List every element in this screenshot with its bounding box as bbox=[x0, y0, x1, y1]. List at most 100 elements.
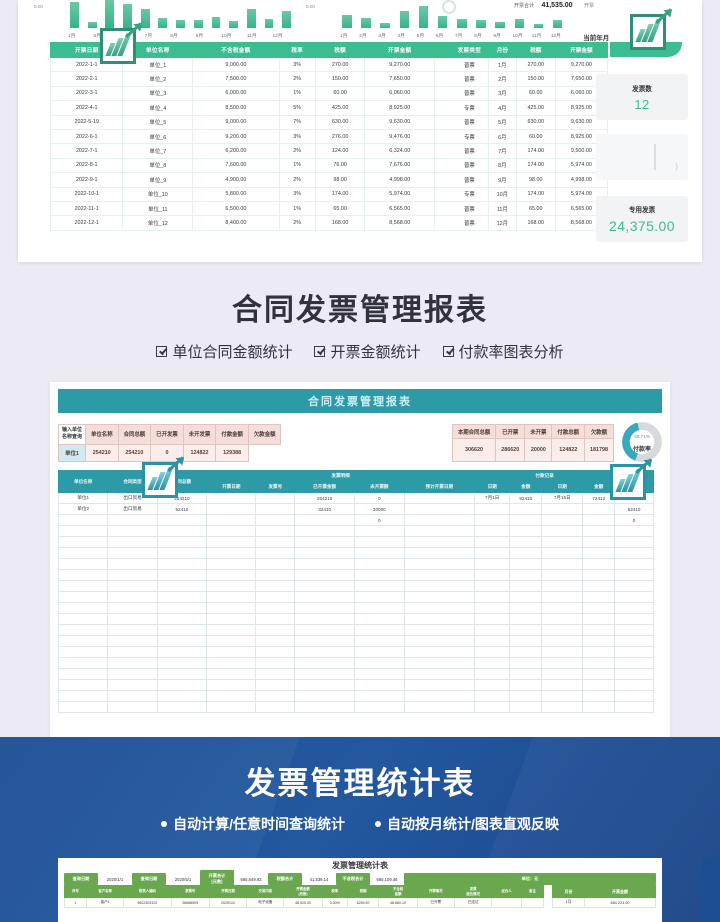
table-cell: 26668509 bbox=[170, 897, 210, 908]
table-cell bbox=[107, 613, 158, 625]
table-cell bbox=[403, 569, 476, 581]
table-cell bbox=[294, 525, 356, 537]
table-cell: 2% bbox=[278, 143, 316, 159]
table-row: 10月 174.00 5,974.00 bbox=[488, 186, 609, 202]
table-cell: 2022-6-1 bbox=[49, 128, 124, 145]
table-cell: 8,568.00 bbox=[554, 215, 609, 231]
table-cell bbox=[294, 624, 356, 636]
table-cell bbox=[474, 591, 511, 603]
table-cell bbox=[107, 624, 158, 636]
table-cell bbox=[156, 646, 208, 658]
table-row: 4月 425.00 8,925.00 bbox=[488, 100, 609, 116]
table-cell bbox=[57, 547, 109, 559]
table-cell: 425.00 bbox=[515, 100, 556, 116]
column-header: 发票号 bbox=[255, 481, 296, 493]
table-cell bbox=[206, 646, 257, 658]
chart-x-tick: 1月 bbox=[68, 34, 76, 39]
table-cell: 7月1日 bbox=[474, 492, 511, 504]
control-button[interactable]: 不含税合计 bbox=[336, 873, 370, 885]
table-cell: 单位_5 bbox=[122, 114, 194, 130]
column-header: 开票金额 bbox=[364, 42, 436, 58]
table-cell: 3% bbox=[278, 186, 316, 202]
table-cell: 9月 bbox=[488, 172, 517, 188]
chart-bar bbox=[552, 19, 563, 28]
table-cell: 98.00 bbox=[515, 172, 556, 188]
table-cell bbox=[294, 547, 356, 559]
table-cell: 32410 bbox=[294, 503, 356, 515]
table-cell bbox=[255, 569, 296, 581]
chart-bar bbox=[495, 22, 505, 28]
control-value: 665,109.46 bbox=[376, 876, 398, 882]
column-header: 本期合同总额 bbox=[451, 424, 497, 439]
table-cell: 254210 bbox=[294, 492, 356, 504]
table-cell bbox=[107, 558, 158, 570]
table-cell bbox=[206, 514, 257, 526]
table-cell: 单位_10 bbox=[122, 186, 194, 202]
chart-x-tick: 8月 bbox=[170, 34, 178, 39]
column-header: 月份 bbox=[488, 42, 517, 58]
table-cell: 普票 bbox=[434, 200, 505, 217]
table-cell bbox=[57, 536, 109, 548]
summary-spacer bbox=[281, 424, 451, 462]
table-row: 2022-3-1 单位_3 6,000.00 1% 60.00 6,060.00 普票 bbox=[49, 85, 595, 102]
table-cell bbox=[206, 690, 257, 702]
table-row bbox=[57, 580, 654, 592]
table-cell bbox=[509, 690, 543, 702]
table-cell: 48,660.19 bbox=[378, 897, 418, 908]
table-cell: 76.00 bbox=[314, 157, 366, 174]
table-cell bbox=[582, 558, 616, 570]
table-cell bbox=[474, 514, 511, 526]
current-year-month-label: 当前年月 bbox=[583, 35, 610, 42]
table-cell bbox=[582, 657, 616, 669]
table-cell bbox=[206, 569, 257, 581]
table-cell bbox=[403, 657, 476, 669]
table-cell bbox=[294, 679, 356, 691]
table-cell bbox=[156, 602, 208, 614]
donut-ghost-icon bbox=[442, 0, 456, 14]
table-cell: 2022-4-1 bbox=[49, 100, 124, 116]
table-cell bbox=[582, 679, 616, 691]
table-row bbox=[57, 547, 654, 559]
banner-bullet: 自动按月统计/图表直观反映 bbox=[375, 814, 559, 834]
table-cell bbox=[541, 613, 584, 625]
chart-x-tick: 4月 bbox=[397, 34, 405, 39]
chart-bar bbox=[264, 18, 274, 28]
table-cell: 单位_7 bbox=[122, 143, 194, 159]
table-cell bbox=[354, 679, 405, 691]
control-button[interactable]: 查询日期 bbox=[64, 873, 98, 885]
table-cell bbox=[294, 701, 356, 713]
table-cell bbox=[57, 580, 109, 592]
table-cell: 单位2 bbox=[57, 503, 109, 515]
table-cell: 6,565.00 bbox=[364, 200, 436, 217]
column-header: 开票日期 bbox=[208, 885, 248, 898]
table-cell bbox=[403, 701, 476, 713]
table-cell: 5,974.00 bbox=[364, 186, 436, 202]
table-cell bbox=[509, 514, 543, 526]
table-cell bbox=[156, 657, 208, 669]
column-header: 发票号 bbox=[170, 885, 210, 898]
table-cell: 0 bbox=[614, 514, 654, 526]
table-cell bbox=[614, 591, 654, 603]
table-cell bbox=[509, 569, 543, 581]
control-button[interactable]: 开票合计 (元数) bbox=[200, 870, 234, 888]
control-button[interactable]: 查询日期 bbox=[132, 873, 166, 885]
table-cell bbox=[206, 525, 257, 537]
control-button[interactable]: 税额合计 bbox=[268, 873, 302, 885]
chart-bar bbox=[418, 6, 429, 28]
chart-bar bbox=[158, 17, 168, 28]
detail-group-header-row: 单位名称合同类型合同总额发票明细付款记录未付款 bbox=[57, 470, 654, 493]
table-row: 2022-9-1 单位_9 4,900.00 2% 98.00 4,998.00 普票 bbox=[49, 172, 595, 188]
table-cell bbox=[614, 701, 654, 713]
month-table-body: 1月 270.00 9,270.00 2月 150.00 7,650.00 3月 60.00 6… bbox=[488, 56, 609, 231]
table-row: 5月 630.00 9,630.00 bbox=[488, 114, 609, 130]
control-button[interactable]: 单位：元 bbox=[404, 873, 656, 885]
column-header: 已开票 bbox=[495, 424, 526, 439]
table-cell: 9622303122 bbox=[123, 897, 172, 908]
table-cell bbox=[255, 492, 296, 504]
chart-x-tick: 5月 bbox=[93, 34, 102, 39]
table-cell bbox=[57, 635, 109, 647]
table-cell: 5,974.00 bbox=[554, 157, 609, 174]
table-cell bbox=[403, 547, 476, 559]
table-cell bbox=[474, 525, 511, 537]
